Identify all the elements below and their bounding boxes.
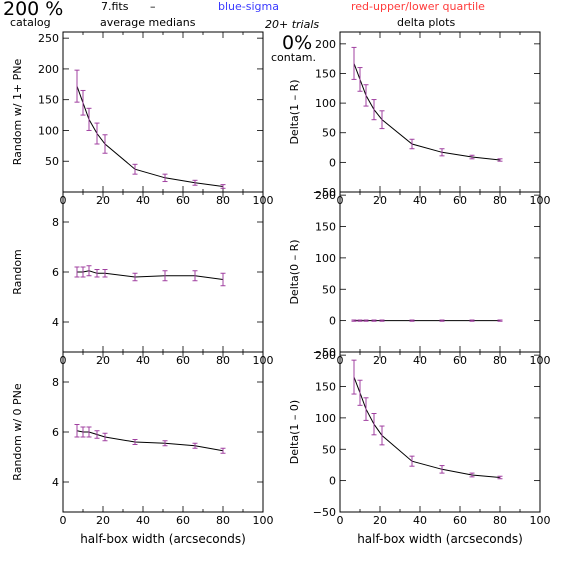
percent-label: 200 % <box>3 0 64 20</box>
x-tick-label: 20 <box>96 514 110 527</box>
y-tick-label: −50 <box>313 506 336 519</box>
red-quartile-label: red-upper/lower quartile <box>351 0 485 13</box>
x-tick-label: 100 <box>530 514 551 527</box>
delta-plots-label: delta plots <box>397 16 456 29</box>
x-tick-label: 80 <box>493 354 507 367</box>
y-tick-label: 50 <box>322 127 336 140</box>
y-axis-label: Delta(0 – R) <box>288 239 301 304</box>
x-tick-label: 40 <box>413 194 427 207</box>
plot-frame <box>339 191 541 353</box>
y-tick-label: 100 <box>38 124 59 137</box>
y-tick-label: 6 <box>52 266 59 279</box>
series-line <box>77 270 224 280</box>
contam-label: contam. <box>271 51 317 64</box>
y-tick-label: 0 <box>329 315 336 328</box>
y-tick-label: 150 <box>38 94 59 107</box>
x-tick-label: 40 <box>413 354 427 367</box>
y-tick-label: 4 <box>52 316 59 329</box>
y-tick-label: 250 <box>38 32 59 45</box>
catalog-label: catalog <box>10 16 51 29</box>
x-tick-label: 0 <box>60 514 67 527</box>
x-tick-label: 60 <box>176 514 190 527</box>
y-tick-label: 4 <box>52 476 59 489</box>
x-tick-label: 60 <box>176 354 190 367</box>
x-tick-label: 40 <box>136 514 150 527</box>
plot-frame <box>339 31 541 193</box>
contam-percent-label: 0% <box>282 32 313 54</box>
x-tick-label: 80 <box>216 194 230 207</box>
panel-bottom-left: 0 20 40 60 80 100 4 6 8 Random w/ 0 PNe half-box w… <box>11 351 274 546</box>
y-tick-label: 200 <box>315 349 336 362</box>
y-tick-label: 0 <box>329 475 336 488</box>
average-medians-label: average medians <box>100 16 196 29</box>
y-tick-label: 200 <box>38 63 59 76</box>
x-tick-label: 100 <box>253 514 274 527</box>
y-axis-label: Random w/ 0 PNe <box>11 383 24 481</box>
x-tick-label: 80 <box>216 514 230 527</box>
y-tick-label: 100 <box>315 97 336 110</box>
y-tick-label: 50 <box>322 443 336 456</box>
blue-sigma-label: blue-sigma <box>218 0 279 13</box>
y-tick-label: 6 <box>52 426 59 439</box>
y-tick-label: −50 <box>313 186 336 199</box>
x-axis-label: half-box width (arcseconds) <box>80 532 246 546</box>
y-tick-label: −50 <box>313 346 336 359</box>
y-axis-label: Delta(1 – R) <box>288 79 301 144</box>
y-tick-label: 150 <box>315 221 336 234</box>
x-tick-label: 20 <box>96 194 110 207</box>
x-tick-label: 20 <box>373 514 387 527</box>
y-tick-label: 200 <box>315 189 336 202</box>
y-tick-label: 200 <box>315 38 336 51</box>
x-tick-label: 40 <box>136 194 150 207</box>
series-line <box>353 376 501 478</box>
x-tick-label: 60 <box>176 194 190 207</box>
x-axis-label: half-box width (arcseconds) <box>357 532 523 546</box>
y-tick-label: 50 <box>45 155 59 168</box>
y-tick-label: 100 <box>315 252 336 265</box>
y-tick-label: 150 <box>315 67 336 80</box>
x-tick-label: 40 <box>136 354 150 367</box>
y-tick-label: 8 <box>52 376 59 389</box>
plot-frame <box>62 31 264 193</box>
series-line <box>76 430 224 452</box>
x-tick-label: 80 <box>493 194 507 207</box>
series-line <box>76 86 224 187</box>
file-label: 7.fits <box>101 0 129 13</box>
plot-frame <box>62 351 264 513</box>
y-axis-label: Delta(1 – 0) <box>288 400 301 464</box>
y-tick-label: 150 <box>315 381 336 394</box>
x-tick-label: 80 <box>493 514 507 527</box>
y-tick-label: 50 <box>322 283 336 296</box>
y-tick-label: 8 <box>52 216 59 229</box>
x-tick-label: 20 <box>96 354 110 367</box>
x-tick-label: 80 <box>216 354 230 367</box>
x-tick-label: 60 <box>453 194 467 207</box>
y-axis-label: Random <box>11 249 24 295</box>
x-tick-label: 20 <box>373 354 387 367</box>
trials-label: 20+ trials <box>265 18 320 31</box>
x-tick-label: 60 <box>453 514 467 527</box>
y-tick-label: 0 <box>329 156 336 169</box>
y-axis-label: Random w/ 1+ PNe <box>11 58 24 165</box>
dash-label: – <box>150 0 156 13</box>
plot-frame <box>339 351 541 513</box>
x-tick-label: 0 <box>337 514 344 527</box>
series-line <box>353 63 501 161</box>
x-tick-label: 40 <box>413 514 427 527</box>
x-tick-label: 20 <box>373 194 387 207</box>
x-tick-label: 60 <box>453 354 467 367</box>
y-tick-label: 100 <box>315 412 336 425</box>
